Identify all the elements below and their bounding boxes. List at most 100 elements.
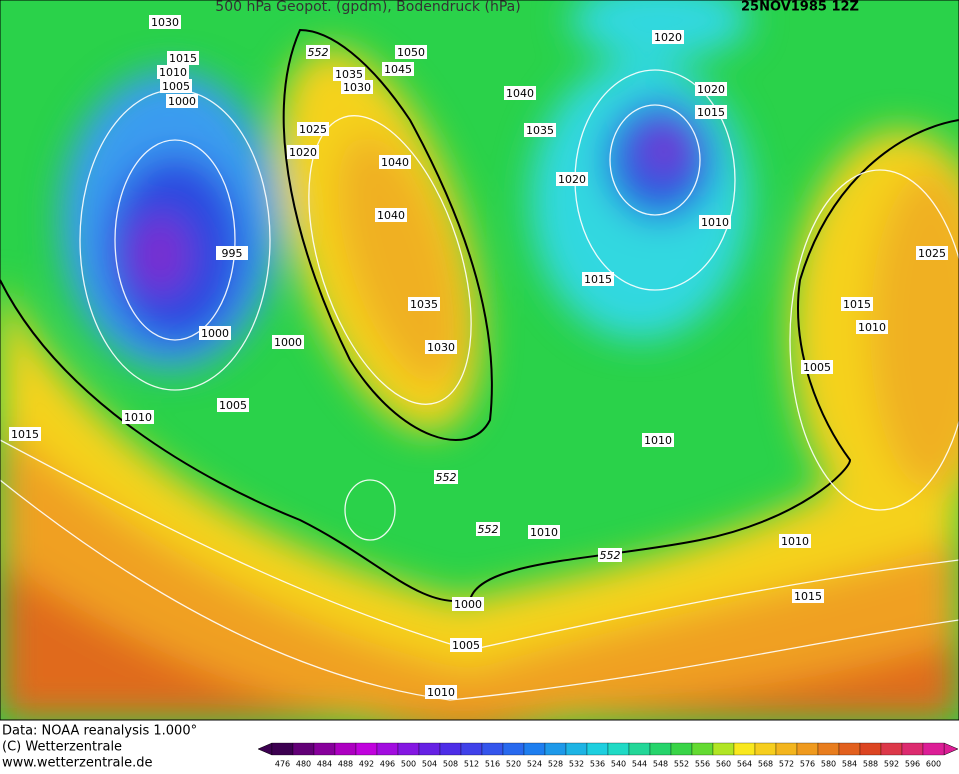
label-box bbox=[642, 433, 674, 447]
colorbar: 476 480 484 488 492 496 500 504 508 512 516 520 524 5… bbox=[257, 742, 959, 769]
label-box bbox=[341, 80, 373, 94]
colorbar-label: 568 bbox=[758, 760, 773, 769]
isobar-label: 1015 bbox=[11, 428, 39, 441]
label-box bbox=[216, 246, 248, 260]
label-box bbox=[695, 82, 727, 96]
label-box bbox=[382, 62, 414, 76]
label-box bbox=[306, 45, 330, 59]
colorbar-swatch bbox=[817, 742, 840, 756]
colorbar-label: 516 bbox=[485, 760, 500, 769]
colorbar-swatch bbox=[313, 742, 336, 756]
colorbar-label: 596 bbox=[905, 760, 920, 769]
colorbar-label: 480 bbox=[296, 760, 311, 769]
colorbar-swatch bbox=[460, 742, 483, 756]
label-box bbox=[160, 79, 192, 93]
colorbar-swatch bbox=[607, 742, 630, 756]
colorbar-label: 520 bbox=[506, 760, 521, 769]
label-box bbox=[395, 45, 427, 59]
label-box bbox=[856, 320, 888, 334]
colorbar-swatch bbox=[481, 742, 504, 756]
colorbar-label: 512 bbox=[464, 760, 479, 769]
isobar-label: 1030 bbox=[427, 341, 455, 354]
map-date: 25NOV1985 12Z bbox=[741, 0, 859, 15]
label-box bbox=[801, 360, 833, 374]
colorbar-swatch bbox=[418, 742, 441, 756]
isobar-label: 1010 bbox=[644, 434, 672, 447]
isobar-label: 1000 bbox=[454, 598, 482, 611]
colorbar-label: 540 bbox=[611, 760, 626, 769]
isobar-label: 1000 bbox=[168, 95, 196, 108]
source-text: Data: NOAA reanalysis 1.000° bbox=[2, 724, 197, 739]
contour-label: 552 bbox=[308, 46, 329, 59]
colorbar-swatch bbox=[544, 742, 567, 756]
colorbar-label: 600 bbox=[926, 760, 941, 769]
colorbar-label: 528 bbox=[548, 760, 563, 769]
isobar-label: 1015 bbox=[794, 590, 822, 603]
label-box bbox=[375, 208, 407, 222]
isobar-label: 1010 bbox=[427, 686, 455, 699]
label-box bbox=[379, 155, 411, 169]
isobar-label: 995 bbox=[222, 247, 243, 260]
colorbar-label: 560 bbox=[716, 760, 731, 769]
colorbar-label: 488 bbox=[338, 760, 353, 769]
label-box bbox=[199, 326, 231, 340]
isobar-label: 1020 bbox=[654, 31, 682, 44]
isobar-label: 1030 bbox=[151, 16, 179, 29]
label-box bbox=[122, 410, 154, 424]
label-box bbox=[779, 534, 811, 548]
colorbar-label: 504 bbox=[422, 760, 437, 769]
label-box bbox=[504, 86, 536, 100]
colorbar-swatch bbox=[901, 742, 924, 756]
label-box bbox=[652, 30, 684, 44]
label-box bbox=[841, 297, 873, 311]
label-box bbox=[695, 105, 727, 119]
isobar-label: 1020 bbox=[697, 83, 725, 96]
isobar-label: 1040 bbox=[377, 209, 405, 222]
colorbar-swatch bbox=[565, 742, 588, 756]
isobar-label: 1010 bbox=[530, 526, 558, 539]
label-box bbox=[524, 123, 556, 137]
colorbar-label: 496 bbox=[380, 760, 395, 769]
colorbar-swatch bbox=[523, 742, 546, 756]
label-box bbox=[425, 685, 457, 699]
label-box bbox=[452, 597, 484, 611]
label-box bbox=[528, 525, 560, 539]
colorbar-swatch bbox=[922, 742, 945, 756]
colorbar-label: 588 bbox=[863, 760, 878, 769]
colorbar-label: 556 bbox=[695, 760, 710, 769]
contour-label: 552 bbox=[478, 523, 499, 536]
label-box bbox=[167, 51, 199, 65]
isobar-label: 1040 bbox=[381, 156, 409, 169]
colorbar-swatch bbox=[376, 742, 399, 756]
isobar-label: 1015 bbox=[169, 52, 197, 65]
colorbar-label: 580 bbox=[821, 760, 836, 769]
label-box bbox=[582, 272, 614, 286]
colorbar-label: 548 bbox=[653, 760, 668, 769]
colorbar-swatch bbox=[733, 742, 756, 756]
label-box bbox=[598, 548, 622, 562]
colorbar-label: 544 bbox=[632, 760, 647, 769]
label-box bbox=[408, 297, 440, 311]
isobar-label: 1035 bbox=[410, 298, 438, 311]
colorbar-swatch bbox=[691, 742, 714, 756]
label-box bbox=[699, 215, 731, 229]
isobar-label: 1005 bbox=[219, 399, 247, 412]
label-box bbox=[916, 246, 948, 260]
url-text: www.wetterzentrale.de bbox=[2, 756, 152, 771]
isobar-label: 1010 bbox=[159, 66, 187, 79]
colorbar-label: 576 bbox=[800, 760, 815, 769]
label-box bbox=[556, 172, 588, 186]
isobar-label: 1010 bbox=[781, 535, 809, 548]
label-box bbox=[217, 398, 249, 412]
isobar-label: 1030 bbox=[343, 81, 371, 94]
label-box bbox=[287, 145, 319, 159]
colorbar-swatch bbox=[670, 742, 693, 756]
colorbar-label: 500 bbox=[401, 760, 416, 769]
colorbar-swatch bbox=[502, 742, 525, 756]
colorbar-swatch bbox=[859, 742, 882, 756]
colorbar-swatch bbox=[775, 742, 798, 756]
label-box bbox=[149, 15, 181, 29]
colorbar-arrow bbox=[257, 742, 273, 756]
isobar-label: 1005 bbox=[803, 361, 831, 374]
